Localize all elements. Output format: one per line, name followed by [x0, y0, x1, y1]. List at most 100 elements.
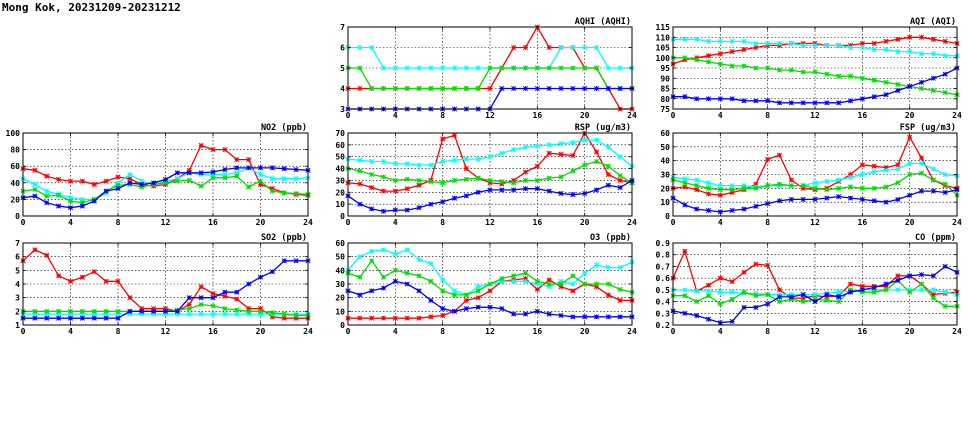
y-tick-label: 100 — [6, 129, 21, 138]
x-tick-label: 20 — [905, 327, 915, 336]
series-3 — [345, 177, 635, 214]
data-point — [546, 175, 552, 181]
data-point — [717, 96, 723, 102]
data-point — [392, 161, 398, 167]
data-point — [729, 187, 735, 193]
data-point — [907, 134, 913, 140]
data-point — [741, 46, 747, 53]
data-point — [44, 252, 50, 258]
series-3 — [345, 278, 635, 320]
y-tick-label: 3 — [340, 105, 345, 114]
y-tick-label: 75 — [660, 105, 670, 114]
data-point — [705, 59, 712, 65]
data-point — [558, 190, 564, 197]
data-point — [593, 137, 600, 143]
data-point — [582, 85, 588, 92]
data-point — [79, 311, 85, 317]
data-point — [369, 171, 375, 178]
data-point — [115, 174, 121, 180]
data-point — [907, 171, 913, 178]
data-point — [824, 100, 830, 106]
data-point — [257, 306, 264, 312]
y-tick-label: 0 — [15, 212, 20, 221]
x-tick-label: 0 — [671, 218, 676, 227]
data-point — [883, 184, 889, 190]
data-point — [883, 79, 889, 85]
x-tick-label: 4 — [393, 111, 398, 120]
data-point — [174, 176, 180, 182]
data-point — [281, 315, 287, 321]
y-tick-label: 85 — [660, 85, 670, 94]
y-tick-label: 50 — [335, 253, 345, 262]
data-point — [210, 291, 216, 297]
data-point — [753, 98, 759, 104]
data-point — [705, 207, 712, 214]
data-point — [570, 314, 576, 320]
data-point — [836, 194, 842, 200]
data-point — [174, 311, 180, 317]
data-point — [357, 315, 363, 321]
data-point — [741, 183, 747, 189]
data-point — [522, 44, 529, 51]
data-point — [91, 308, 97, 314]
data-point — [186, 311, 192, 317]
data-point — [380, 315, 387, 321]
data-point — [103, 308, 109, 314]
data-point — [847, 98, 854, 104]
x-tick-label: 8 — [440, 218, 445, 227]
data-point — [705, 282, 712, 288]
data-point — [895, 277, 901, 284]
data-point — [440, 136, 446, 142]
data-point — [44, 193, 50, 199]
data-point — [705, 185, 712, 191]
y-tick-label: 10 — [335, 307, 345, 316]
y-tick-label: 60 — [335, 141, 345, 150]
data-point — [570, 139, 576, 146]
data-point — [127, 171, 133, 178]
data-point — [56, 273, 62, 279]
y-tick-label: 0.3 — [656, 309, 671, 318]
data-point — [380, 285, 387, 291]
data-point — [942, 90, 948, 96]
y-tick-label: 2 — [15, 307, 20, 316]
data-point — [522, 270, 529, 276]
data-point — [847, 289, 854, 295]
data-point — [546, 188, 552, 194]
data-point — [428, 162, 434, 168]
data-point — [582, 270, 588, 276]
data-point — [369, 44, 375, 51]
data-point — [392, 85, 398, 92]
data-point — [705, 180, 712, 186]
data-point — [127, 311, 133, 317]
data-point — [705, 38, 712, 44]
data-point — [392, 267, 398, 273]
data-point — [717, 301, 723, 307]
data-point — [404, 65, 410, 71]
data-point — [776, 100, 783, 106]
y-tick-label: 90 — [660, 74, 670, 83]
data-point — [907, 34, 913, 40]
data-point — [776, 181, 783, 187]
data-point — [139, 311, 145, 317]
data-point — [682, 248, 688, 254]
chart-panel: 0 4 8 12 16 20 24 0 10 20 30 40 50 60 FSP (ug/m3) — [660, 123, 962, 227]
data-point — [788, 67, 794, 73]
data-point — [56, 308, 62, 314]
y-tick-label: 20 — [10, 195, 20, 204]
data-point — [428, 201, 434, 207]
data-point — [186, 301, 192, 308]
x-tick-label: 8 — [116, 327, 121, 336]
data-point — [558, 278, 564, 284]
data-point — [269, 310, 275, 316]
y-tick-label: 0.9 — [656, 239, 671, 248]
data-point — [717, 192, 723, 198]
data-point — [404, 85, 410, 92]
data-point — [582, 44, 588, 51]
data-point — [753, 185, 759, 191]
data-point — [753, 203, 759, 209]
data-point — [499, 150, 505, 156]
data-point — [293, 315, 299, 321]
data-point — [800, 196, 806, 202]
x-tick-label: 20 — [580, 327, 590, 336]
